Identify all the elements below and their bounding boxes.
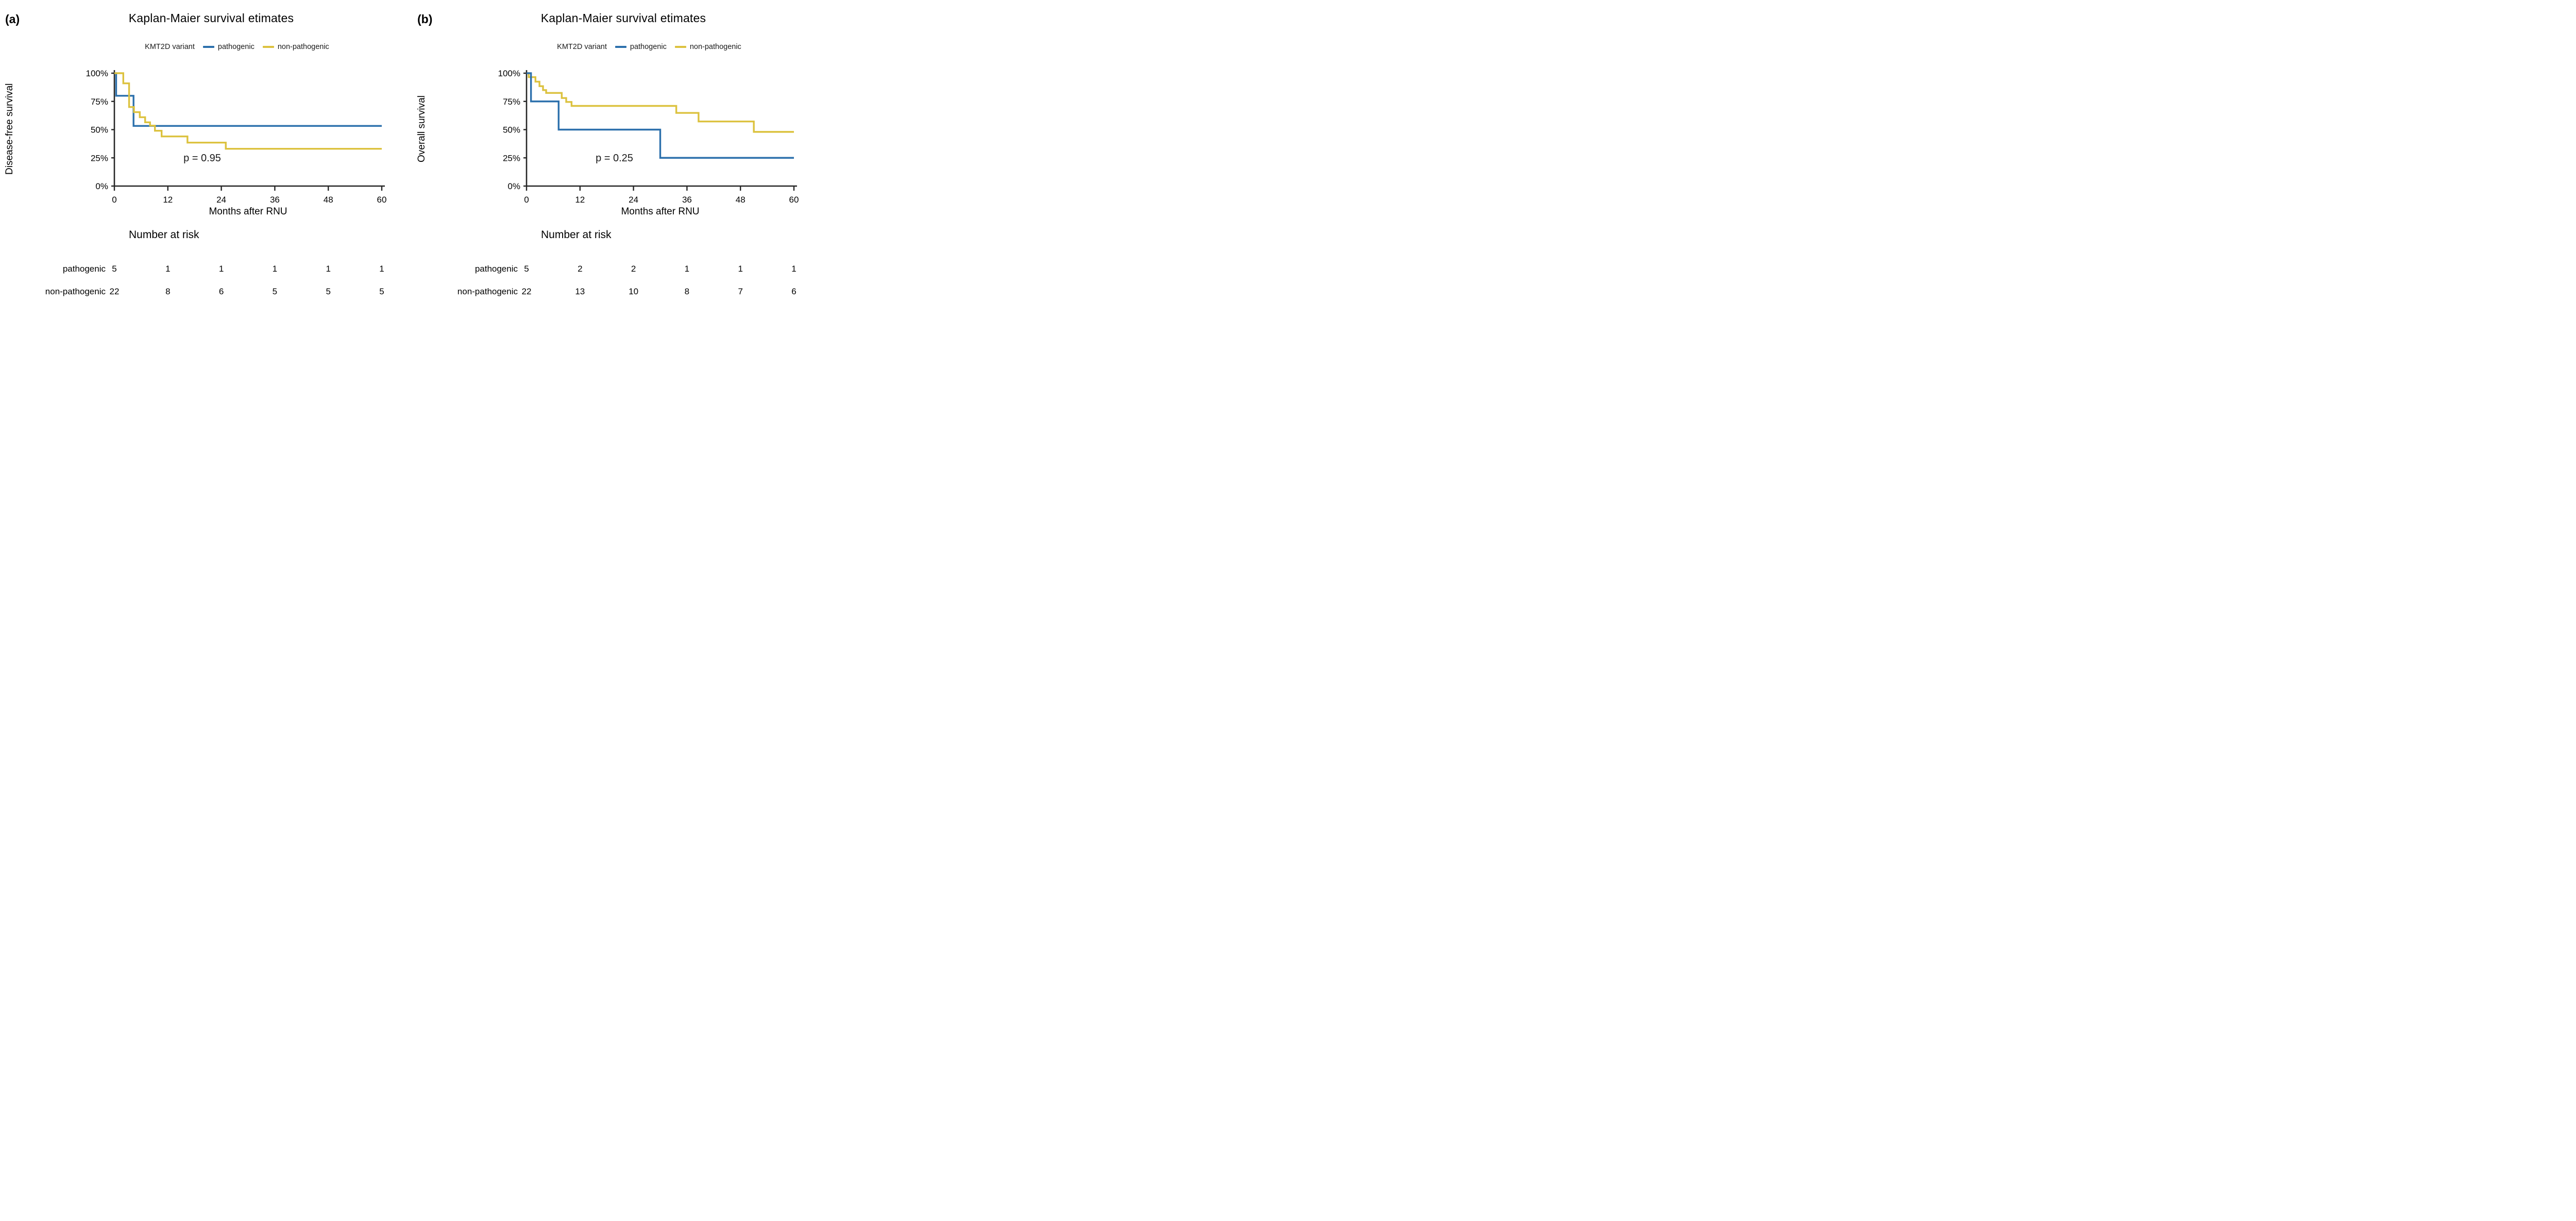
x-axis-title: Months after RNU [209, 206, 287, 217]
series-non-pathogenic-line [527, 72, 794, 133]
panel-title: Kaplan-Maier survival etimates [540, 11, 706, 25]
risk-table: pathogenic 5 2 2 1 1 1 non-pathogenic 22 13 10 8 7 6 [412, 264, 824, 300]
x-axis-title: Months after RNU [621, 206, 700, 217]
legend-item-pathogenic: pathogenic [202, 43, 255, 51]
x-tick-label: 60 [377, 195, 387, 205]
p-value: p = 0.25 [596, 153, 633, 164]
risk-cell: 1 [791, 264, 796, 274]
risk-table-title: Number at risk [541, 229, 612, 241]
legend-item-label: pathogenic [217, 43, 255, 51]
km-plot: 100% 75% 50% 25% 0% 0 12 24 36 48 60 p = 0.25 [498, 69, 799, 205]
legend-title: KMT2D variant [145, 43, 195, 51]
risk-row-label: non-pathogenic [457, 287, 518, 296]
risk-row-label: pathogenic [62, 264, 106, 274]
x-tick-label: 12 [575, 195, 585, 205]
risk-cell: 8 [165, 287, 171, 296]
x-tick-label: 12 [163, 195, 173, 205]
risk-cell: 1 [738, 264, 743, 274]
risk-cell: 22 [109, 287, 120, 296]
legend: KMT2D variant pathogenic non-pathogenic [77, 43, 397, 51]
risk-cell: 8 [684, 287, 690, 296]
x-tick-label: 0 [112, 195, 116, 205]
non-pathogenic-line-swatch-icon [262, 45, 274, 48]
x-tick-label: 0 [524, 195, 529, 205]
x-tick-label: 24 [216, 195, 226, 205]
y-tick-label: 75% [503, 97, 520, 107]
km-plot: 100% 75% 50% 25% 0% 0 12 24 36 48 60 p = 0.95 [86, 69, 387, 205]
risk-cell: 10 [629, 287, 639, 296]
risk-cell: 1 [326, 264, 331, 274]
panel-letter: (a) [5, 12, 20, 26]
y-tick-label: 100% [498, 69, 520, 78]
x-tick-label: 36 [270, 195, 280, 205]
pathogenic-line-swatch-icon [202, 45, 214, 48]
legend-title: KMT2D variant [557, 43, 607, 51]
risk-cell: 6 [791, 287, 796, 296]
panel-title: Kaplan-Maier survival etimates [128, 11, 294, 25]
risk-cell: 2 [631, 264, 636, 274]
y-tick-label: 100% [86, 69, 108, 78]
x-tick-label: 24 [629, 195, 638, 205]
legend-item-non-pathogenic: non-pathogenic [262, 43, 329, 51]
risk-row-label: non-pathogenic [45, 287, 106, 296]
non-pathogenic-line-swatch-icon [674, 45, 686, 48]
risk-cell: 1 [165, 264, 171, 274]
y-tick-label: 50% [91, 125, 108, 135]
risk-cell: 1 [379, 264, 384, 274]
pathogenic-line-swatch-icon [615, 45, 626, 48]
legend-item-label: pathogenic [630, 43, 667, 51]
y-tick-label: 50% [503, 125, 520, 135]
legend-item-label: non-pathogenic [277, 43, 329, 51]
risk-cell: 5 [112, 264, 117, 274]
risk-cell: 5 [272, 287, 278, 296]
km-figure: (a) Kaplan-Maier survival etimates KMT2D… [0, 0, 824, 305]
risk-cell: 22 [521, 287, 532, 296]
y-axis-title: Disease-free survival [4, 83, 15, 175]
x-tick-label: 48 [736, 195, 745, 205]
y-tick-label: 0% [95, 181, 108, 191]
y-tick-label: 0% [507, 181, 520, 191]
risk-cell: 5 [379, 287, 384, 296]
risk-table-title: Number at risk [129, 229, 199, 241]
x-tick-label: 48 [324, 195, 333, 205]
y-tick-label: 75% [91, 97, 108, 107]
legend-item-non-pathogenic: non-pathogenic [674, 43, 741, 51]
y-tick-label: 25% [503, 153, 520, 163]
risk-row-label: pathogenic [474, 264, 518, 274]
y-tick-label: 25% [91, 153, 108, 163]
risk-cell: 1 [218, 264, 224, 274]
x-tick-label: 36 [682, 195, 692, 205]
risk-table: pathogenic 5 1 1 1 1 1 non-pathogenic 22 8 6 5 5 5 [0, 264, 412, 300]
series-pathogenic-line [527, 72, 794, 159]
series-pathogenic-line [114, 72, 382, 127]
risk-cell: 1 [684, 264, 690, 274]
legend-item-label: non-pathogenic [689, 43, 741, 51]
risk-cell: 6 [218, 287, 224, 296]
risk-cell: 7 [738, 287, 743, 296]
risk-cell: 13 [575, 287, 585, 296]
legend: KMT2D variant pathogenic non-pathogenic [489, 43, 809, 51]
y-axis-title: Overall survival [416, 95, 427, 162]
risk-cell: 5 [326, 287, 331, 296]
x-tick-label: 60 [789, 195, 799, 205]
panel-b: (b) Kaplan-Maier survival etimates KMT2D… [412, 0, 824, 305]
risk-cell: 5 [524, 264, 529, 274]
panel-letter: (b) [417, 12, 433, 26]
series-non-pathogenic-line [114, 72, 382, 150]
p-value: p = 0.95 [183, 153, 221, 164]
risk-cell: 1 [272, 264, 278, 274]
panel-a: (a) Kaplan-Maier survival etimates KMT2D… [0, 0, 412, 305]
risk-cell: 2 [578, 264, 583, 274]
legend-item-pathogenic: pathogenic [615, 43, 667, 51]
